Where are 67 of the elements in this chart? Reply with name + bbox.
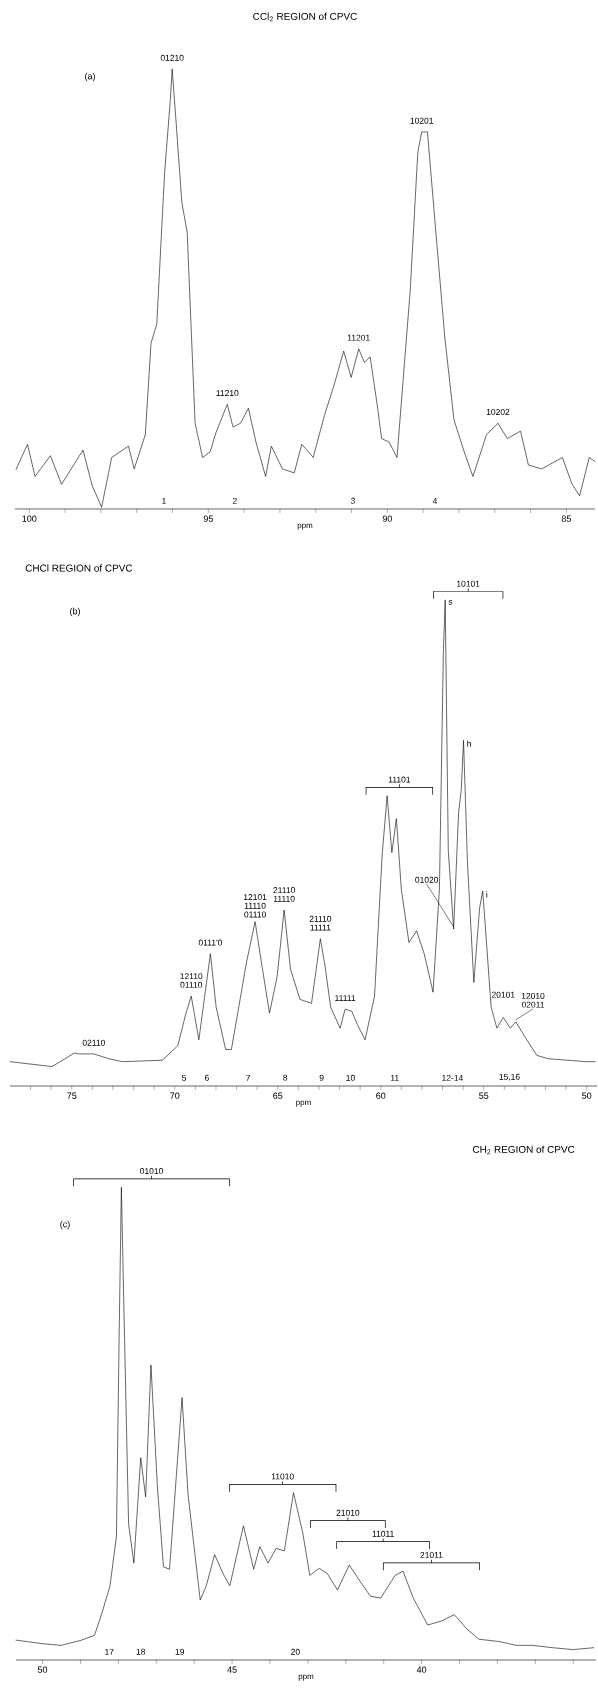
annotation: 21110 [309, 915, 332, 922]
annotation: 0111'0 [198, 939, 223, 946]
annotation: 3 [350, 497, 355, 504]
annotation: 11111 [310, 924, 331, 931]
x-tick-label: 100 [22, 515, 37, 522]
annotation: 12110 [180, 973, 203, 980]
annotation: 02110 [82, 1039, 105, 1046]
annotation: 02011 [521, 1001, 545, 1008]
annotation: 7 [246, 1074, 251, 1081]
annotation: (c) [60, 1220, 70, 1230]
x-tick-label: 45 [227, 1666, 237, 1673]
annotation: 11110 [273, 895, 295, 902]
chart-title: CHCl REGION of CPVC [25, 564, 133, 572]
annotation: h [467, 740, 471, 747]
text: 01010 [140, 1168, 163, 1175]
annotation: 18 [136, 1648, 146, 1655]
annotation: 11201 [347, 334, 370, 341]
annotation: 9 [319, 1074, 324, 1081]
x-tick-label: 95 [203, 515, 213, 522]
annotation: 2 [232, 497, 237, 504]
annotation: 11111 [335, 995, 356, 1001]
annotation: 11011 [372, 1530, 394, 1537]
annotation: (a) [85, 72, 95, 82]
annotation: 17 [105, 1648, 114, 1655]
x-tick-label: 90 [382, 515, 392, 522]
annotation: i [486, 891, 488, 898]
annotation: s [448, 600, 453, 605]
annotation: 1 [162, 497, 166, 504]
annotation: 12010 [521, 992, 545, 999]
annotation: 21011 [420, 1551, 443, 1558]
annotation: 12-14 [442, 1074, 463, 1081]
annotation: 10202 [486, 409, 510, 415]
x-tick-label: 85 [561, 515, 571, 522]
annotation: 11 [390, 1074, 399, 1081]
x-tick-label: 55 [479, 1092, 489, 1099]
x-tick-label: 60 [376, 1092, 386, 1099]
annotation: 21110 [273, 887, 295, 894]
x-tick-label: 50 [37, 1666, 48, 1673]
x-tick-label: 75 [67, 1092, 77, 1099]
annotation: (b) [70, 607, 80, 617]
annotation: 01020 [415, 876, 439, 883]
x-tick-label: 65 [273, 1092, 283, 1099]
annotation: 01110 [180, 981, 203, 988]
annotation: 10201 [410, 117, 434, 124]
chart-title: CCl$_{2}$ REGION of CPVC [253, 12, 357, 22]
annotation: 01110 [244, 911, 266, 918]
annotation: 15,16 [499, 1073, 520, 1081]
annotation: 6 [204, 1074, 209, 1081]
x-tick-label: 70 [170, 1092, 180, 1099]
annotation: 8 [283, 1074, 288, 1081]
annotation: 21010 [336, 1509, 360, 1516]
annotation: 20 [291, 1648, 300, 1655]
annotation: 20101 [491, 991, 515, 998]
annotation: 10 [346, 1074, 355, 1081]
annotation: 11101 [388, 776, 411, 783]
annotation: 11210 [216, 390, 239, 397]
annotation: 11110 [244, 902, 266, 909]
annotation: 01210 [160, 54, 184, 61]
x-tick-label: 50 [582, 1092, 592, 1099]
x-tick-label: 40 [416, 1666, 427, 1673]
annotation: 12101 [243, 894, 267, 901]
annotation: 4 [432, 497, 438, 504]
text: 10101 [457, 580, 480, 587]
annotation: 11010 [271, 1473, 294, 1480]
chart-title: CH$_{2}$ REGION of CPVC [472, 1145, 575, 1155]
annotation: 5 [182, 1074, 187, 1081]
annotation: 19 [175, 1648, 185, 1655]
